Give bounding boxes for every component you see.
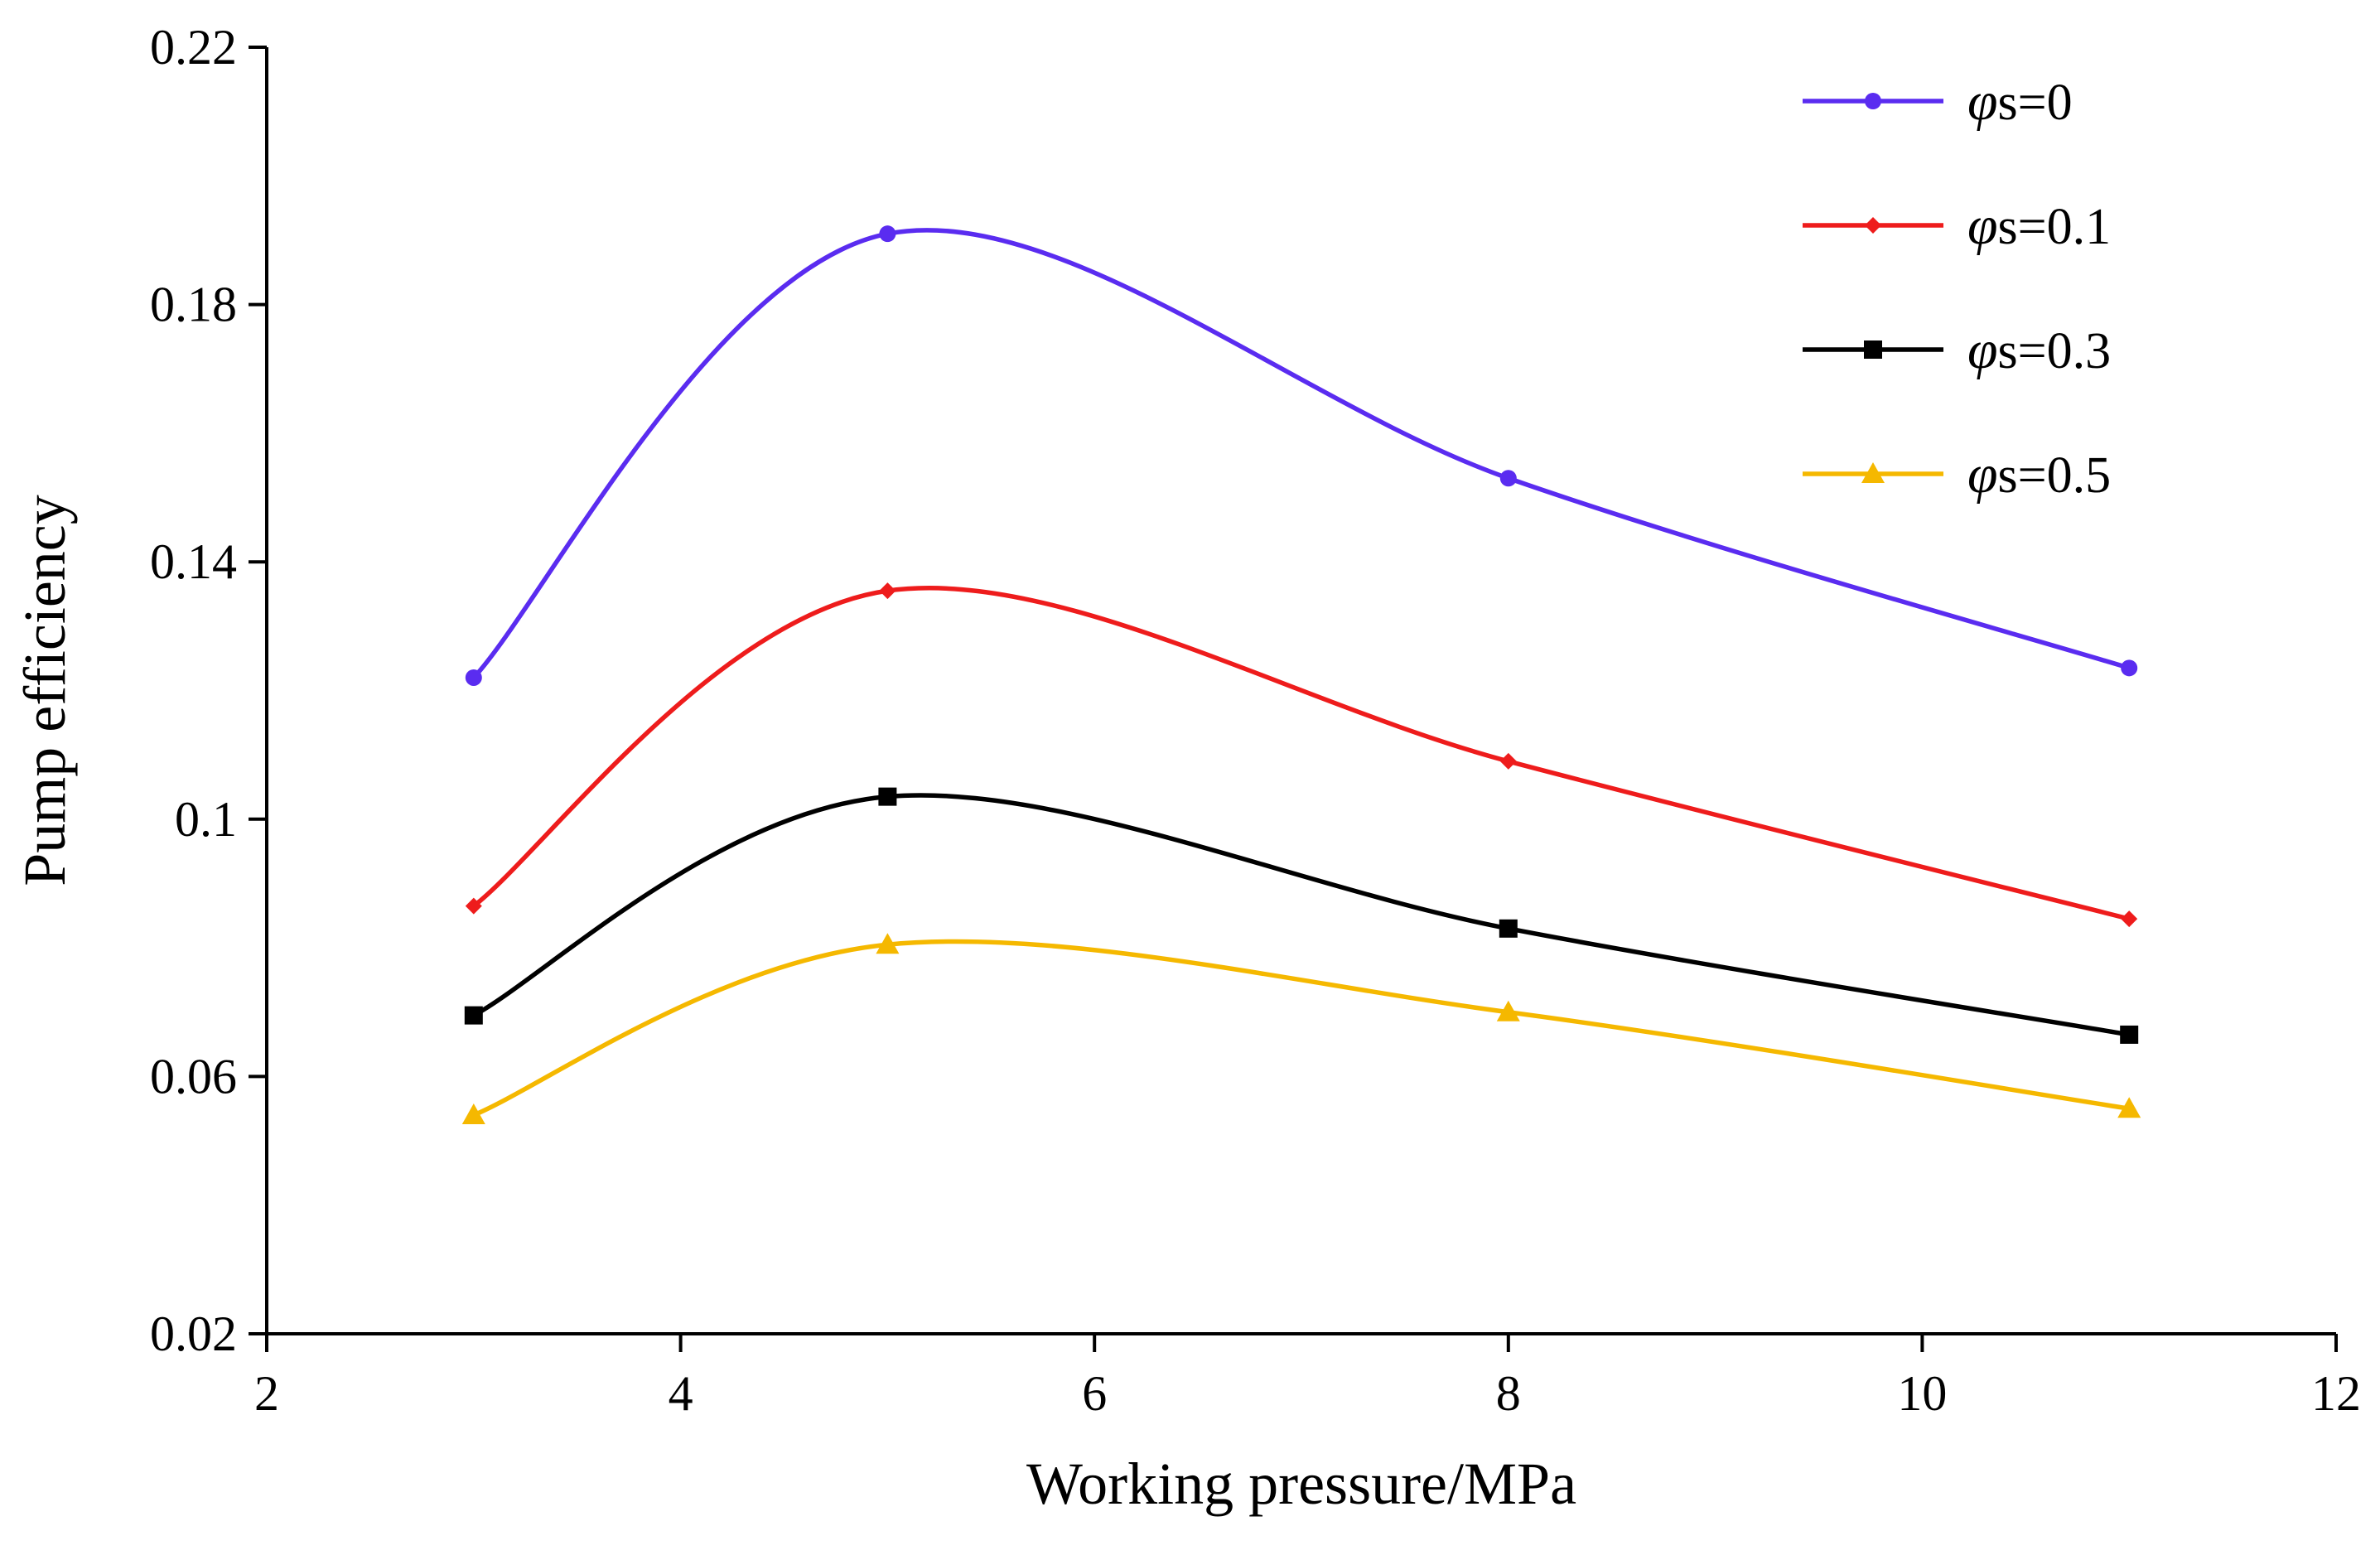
data-point <box>2120 1025 2139 1044</box>
data-point <box>2121 659 2138 677</box>
axes <box>265 47 2336 1335</box>
legend-swatch-marker <box>1865 93 1881 109</box>
series-3 <box>461 933 2141 1124</box>
legend: φs=0φs=0.1φs=0.3φs=0.5 <box>1803 71 2111 505</box>
x-ticks: 2 4 6 8 10 12 <box>254 1334 2361 1421</box>
data-point <box>465 669 482 686</box>
x-axis-title: Working pressure/MPa <box>1026 1451 1576 1517</box>
legend-symbol: φ <box>1967 196 1998 256</box>
y-tick-label: 0.1 <box>175 792 237 847</box>
legend-label: φs=0.1 <box>1967 196 2111 256</box>
x-tick-label: 4 <box>669 1366 693 1421</box>
y-axis-title: Pump efficiency <box>12 495 78 886</box>
series-line <box>471 228 2131 679</box>
series-line <box>472 939 2130 1118</box>
data-point <box>876 933 900 954</box>
data-point <box>1499 919 1518 938</box>
y-ticks: 0.02 0.06 0.1 0.14 0.18 0.22 <box>150 20 267 1361</box>
legend-label: φs=0 <box>1967 71 2073 132</box>
data-point <box>465 897 482 915</box>
series-2 <box>464 787 2139 1044</box>
series-1 <box>465 582 2138 928</box>
x-tick-label: 2 <box>254 1366 279 1421</box>
legend-swatch-marker <box>1861 462 1885 483</box>
data-point <box>1499 752 1517 770</box>
data-point <box>1499 470 1517 487</box>
x-tick-label: 6 <box>1082 1366 1107 1421</box>
legend-item: φs=0 <box>1803 71 2073 132</box>
y-tick-label: 0.06 <box>150 1049 237 1103</box>
x-tick-label: 12 <box>2311 1366 2361 1421</box>
legend-label: φs=0.5 <box>1967 444 2111 505</box>
series-line <box>472 793 2130 1037</box>
legend-symbol: φ <box>1967 71 1998 132</box>
data-point <box>879 582 896 600</box>
legend-swatch-marker <box>1865 217 1881 234</box>
legend-swatch-marker <box>1864 340 1882 359</box>
data-point <box>1496 1000 1520 1021</box>
data-point <box>2117 1097 2141 1118</box>
data-point <box>464 1006 483 1025</box>
data-point <box>879 225 896 243</box>
legend-item: φs=0.3 <box>1803 320 2111 380</box>
legend-suffix: s=0.3 <box>1998 323 2112 379</box>
series-0 <box>465 225 2138 686</box>
legend-suffix: s=0.1 <box>1998 199 2112 255</box>
legend-suffix: s=0 <box>1998 75 2073 131</box>
data-point <box>461 1103 485 1124</box>
legend-symbol: φ <box>1967 444 1998 505</box>
y-tick-label: 0.02 <box>150 1306 237 1361</box>
y-tick-label: 0.14 <box>150 534 237 589</box>
x-tick-label: 8 <box>1496 1366 1521 1421</box>
legend-suffix: s=0.5 <box>1998 447 2112 504</box>
y-tick-label: 0.22 <box>150 20 237 75</box>
legend-item: φs=0.1 <box>1803 196 2111 256</box>
y-tick-label: 0.18 <box>150 278 237 332</box>
data-point <box>2121 910 2138 928</box>
data-point <box>878 787 897 806</box>
legend-label: φs=0.3 <box>1967 320 2111 380</box>
series-line <box>472 586 2130 921</box>
legend-item: φs=0.5 <box>1803 444 2111 505</box>
series-layer <box>461 225 2141 1124</box>
legend-symbol: φ <box>1967 320 1998 380</box>
x-tick-label: 10 <box>1897 1366 1947 1421</box>
